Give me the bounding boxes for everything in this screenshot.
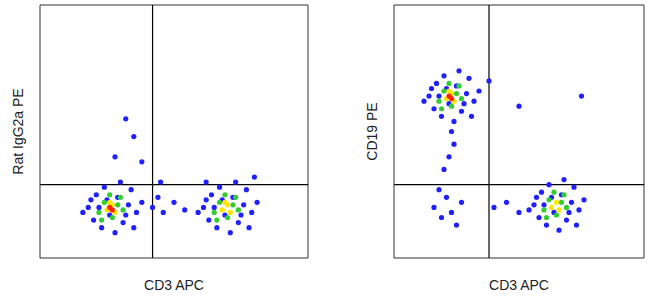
svg-text:CD19 PE: CD19 PE bbox=[364, 102, 380, 160]
svg-text:Rat IgG2a PE: Rat IgG2a PE bbox=[10, 88, 26, 174]
svg-text:CD3 APC: CD3 APC bbox=[489, 277, 549, 293]
svg-text:CD3 APC: CD3 APC bbox=[144, 277, 204, 293]
